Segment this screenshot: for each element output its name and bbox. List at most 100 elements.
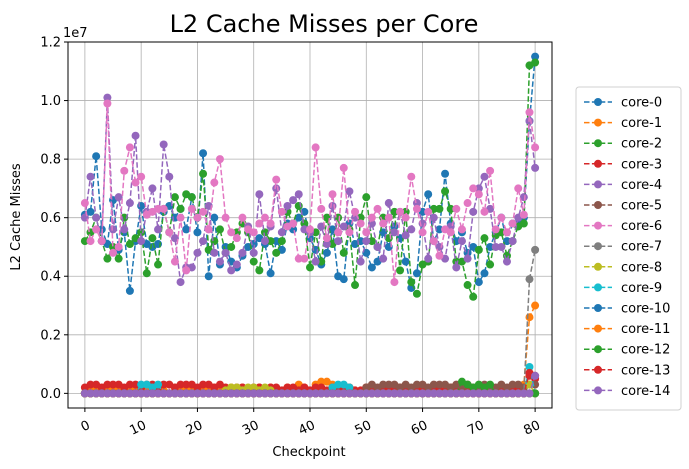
data-point <box>170 389 179 398</box>
data-point <box>176 204 185 213</box>
legend-item: core-2 <box>584 137 662 152</box>
data-point <box>238 389 247 398</box>
data-point <box>187 193 196 202</box>
legend-marker <box>594 201 602 209</box>
data-point <box>519 210 528 219</box>
data-point <box>384 389 393 398</box>
data-point <box>531 245 540 254</box>
data-point <box>272 237 281 246</box>
data-point <box>103 99 112 108</box>
data-point <box>497 389 506 398</box>
legend-item: core-3 <box>584 157 662 172</box>
data-point <box>396 266 405 275</box>
data-point <box>328 190 337 199</box>
data-point <box>491 242 500 251</box>
data-point <box>435 251 444 260</box>
data-point <box>401 213 410 222</box>
data-point <box>260 213 269 222</box>
data-point <box>238 213 247 222</box>
legend-item: core-0 <box>584 96 662 111</box>
data-point <box>125 286 134 295</box>
data-point <box>367 213 376 222</box>
data-point <box>480 172 489 181</box>
data-point <box>322 234 331 243</box>
data-point <box>474 389 483 398</box>
data-point <box>401 389 410 398</box>
data-point <box>424 254 433 263</box>
data-point <box>109 242 118 251</box>
data-point <box>418 228 427 237</box>
data-point <box>277 228 286 237</box>
data-point <box>486 166 495 175</box>
data-point <box>97 389 106 398</box>
data-point <box>272 175 281 184</box>
data-point <box>514 389 523 398</box>
data-point <box>159 389 168 398</box>
data-point <box>412 269 421 278</box>
data-point <box>142 389 151 398</box>
chart-title: L2 Cache Misses per Core <box>170 10 479 38</box>
data-point <box>339 248 348 257</box>
legend-label: core-10 <box>621 302 670 317</box>
data-point <box>210 178 219 187</box>
data-point <box>486 389 495 398</box>
legend-label: core-3 <box>621 157 662 172</box>
data-point <box>322 248 331 257</box>
legend-item: core-14 <box>584 384 670 399</box>
data-point <box>474 278 483 287</box>
data-point <box>103 389 112 398</box>
x-tick-label: 60 <box>409 418 430 439</box>
data-point <box>199 389 208 398</box>
y-exponent-label: 1e7 <box>63 26 88 41</box>
data-point <box>480 269 489 278</box>
legend-marker <box>594 304 602 312</box>
data-point <box>531 301 540 310</box>
data-point <box>457 237 466 246</box>
data-point <box>232 389 241 398</box>
series-core-6 <box>80 99 540 287</box>
data-point <box>80 389 89 398</box>
data-point <box>519 219 528 228</box>
data-point <box>429 380 438 389</box>
data-point <box>148 184 157 193</box>
legend-label: core-8 <box>621 260 662 275</box>
data-point <box>277 389 286 398</box>
data-point <box>227 228 236 237</box>
data-point <box>497 213 506 222</box>
data-point <box>525 313 534 322</box>
legend-marker <box>594 159 602 168</box>
data-point <box>294 190 303 199</box>
data-point <box>531 371 540 380</box>
data-point <box>114 193 123 202</box>
legend-item: core-12 <box>584 343 670 358</box>
legend-marker <box>594 180 602 189</box>
data-point <box>396 207 405 216</box>
data-point <box>159 140 168 149</box>
data-point <box>227 266 236 275</box>
data-point <box>238 248 247 257</box>
data-point <box>125 199 134 208</box>
legend-item: core-13 <box>584 363 670 378</box>
data-point <box>249 389 258 398</box>
data-point <box>367 263 376 272</box>
data-point <box>125 143 134 152</box>
data-point <box>266 219 275 228</box>
legend-label: core-4 <box>621 178 662 193</box>
legend-marker <box>594 139 602 148</box>
data-point <box>272 184 281 193</box>
x-axis: 0 10 20 30 40 50 60 70 80 <box>79 408 543 439</box>
data-point <box>412 204 421 213</box>
data-point <box>170 257 179 266</box>
data-point <box>446 389 455 398</box>
x-tick-label: 80 <box>521 418 542 439</box>
data-point <box>418 389 427 398</box>
data-point <box>345 389 354 398</box>
data-point <box>463 389 472 398</box>
x-tick-label: 70 <box>465 418 486 439</box>
data-point <box>97 237 106 246</box>
data-point <box>514 184 523 193</box>
legend-item: core-4 <box>584 178 662 193</box>
data-point <box>525 275 534 284</box>
data-point <box>486 380 495 389</box>
